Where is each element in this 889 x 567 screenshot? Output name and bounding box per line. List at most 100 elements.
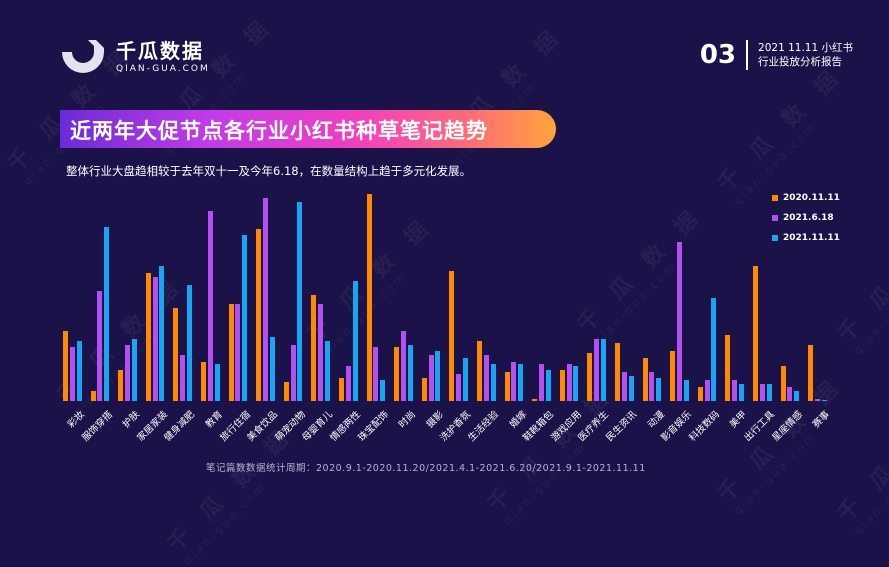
bar-2021-6-18 bbox=[787, 386, 793, 401]
x-axis-label: 时尚 bbox=[396, 409, 419, 431]
bar-2021-11-11 bbox=[352, 280, 358, 401]
bar-2021-11-11 bbox=[573, 365, 579, 401]
x-axis-label: 出行工具 bbox=[742, 409, 777, 444]
bar-2020-11-11 bbox=[366, 194, 372, 401]
bar-2020-11-11 bbox=[63, 330, 68, 401]
bar-2020-11-11 bbox=[90, 390, 96, 401]
bar-2021-11-11 bbox=[490, 363, 496, 401]
qiangua-logo-icon bbox=[62, 40, 104, 73]
legend-swatch-icon bbox=[772, 235, 778, 241]
bar-2021-11-11 bbox=[545, 369, 551, 401]
bar-2021-6-18 bbox=[125, 345, 130, 401]
bar-2021-11-11 bbox=[104, 227, 110, 401]
bar-2021-11-11 bbox=[214, 363, 220, 401]
bar-2021-6-18 bbox=[594, 338, 600, 401]
x-axis-label: 赛事 bbox=[810, 409, 833, 431]
bar-2021-6-18 bbox=[456, 374, 462, 401]
bar-2020-11-11 bbox=[173, 307, 179, 401]
header-divider bbox=[746, 40, 749, 70]
legend-label: 2021.6.18 bbox=[783, 213, 834, 223]
bar-2021-11-11 bbox=[628, 376, 634, 401]
bar-2020-11-11 bbox=[697, 386, 703, 401]
bar-2021-11-11 bbox=[766, 384, 772, 401]
bar-2021-6-18 bbox=[207, 210, 213, 401]
bar-2020-11-11 bbox=[201, 361, 206, 401]
bar-2021-11-11 bbox=[821, 399, 827, 401]
bar-2020-11-11 bbox=[283, 382, 289, 401]
bar-2021-6-18 bbox=[373, 347, 379, 401]
bar-2021-6-18 bbox=[235, 303, 241, 401]
data-period-footnote: 笔记篇数数据统计周期：2020.9.1-2020.11.20/2021.4.1-… bbox=[206, 463, 646, 474]
bar-2020-11-11 bbox=[449, 270, 455, 401]
bar-2020-11-11 bbox=[504, 372, 510, 401]
x-axis-label: 生活经验 bbox=[466, 409, 501, 444]
bar-2021-11-11 bbox=[463, 357, 468, 401]
bar-2020-11-11 bbox=[642, 357, 648, 401]
bar-2021-6-18 bbox=[97, 291, 103, 401]
bar-2020-11-11 bbox=[339, 378, 344, 401]
bar-2021-6-18 bbox=[152, 276, 158, 401]
bar-2021-6-18 bbox=[428, 355, 434, 401]
bar-2021-11-11 bbox=[518, 363, 524, 401]
bar-2020-11-11 bbox=[587, 353, 593, 401]
bar-2021-11-11 bbox=[187, 285, 192, 401]
bar-2021-6-18 bbox=[345, 365, 351, 401]
bar-2020-11-11 bbox=[145, 272, 151, 401]
bar-2021-11-11 bbox=[325, 340, 330, 401]
page-number: 03 bbox=[699, 40, 737, 70]
bar-2021-6-18 bbox=[180, 355, 186, 401]
legend-item-2021-6-18: 2021.6.18 bbox=[772, 208, 840, 228]
bar-2021-11-11 bbox=[656, 378, 662, 401]
bar-2021-6-18 bbox=[263, 198, 268, 401]
bar-2021-6-18 bbox=[815, 398, 820, 401]
legend-item-2020-11-11: 2020.11.11 bbox=[772, 188, 840, 208]
bar-2020-11-11 bbox=[725, 334, 731, 401]
bar-2021-6-18 bbox=[318, 303, 324, 401]
bar-2021-11-11 bbox=[601, 338, 606, 401]
bar-2020-11-11 bbox=[559, 369, 565, 401]
bar-2020-11-11 bbox=[256, 229, 262, 401]
chart-legend: 2020.11.11 2021.6.18 2021.11.11 bbox=[772, 188, 840, 248]
bar-2020-11-11 bbox=[477, 340, 482, 401]
bar-2021-11-11 bbox=[407, 345, 413, 401]
bar-2020-11-11 bbox=[228, 303, 234, 401]
legend-label: 2021.11.11 bbox=[783, 233, 840, 243]
legend-swatch-icon bbox=[772, 195, 778, 201]
bar-2021-11-11 bbox=[739, 384, 744, 401]
bar-2021-11-11 bbox=[683, 380, 689, 401]
page-title: 近两年大促节点各行业小红书种草笔记趋势 bbox=[70, 119, 488, 143]
bar-2021-6-18 bbox=[290, 345, 296, 401]
report-line-2: 行业投放分析报告 bbox=[758, 56, 843, 68]
bar-2020-11-11 bbox=[670, 351, 676, 401]
bar-2021-11-11 bbox=[711, 297, 717, 401]
bar-2021-11-11 bbox=[242, 235, 248, 401]
bar-chart: 彩妆 服饰穿搭 护肤 家居家装 健身减肥 教育 旅行住宿 美食饮品 萌宠动物 母婴育儿 情感两性 珠宝… bbox=[63, 194, 833, 444]
bar-2021-6-18 bbox=[732, 380, 738, 401]
legend-item-2021-11-11: 2021.11.11 bbox=[772, 228, 840, 248]
bar-2021-11-11 bbox=[297, 202, 303, 401]
bar-2020-11-11 bbox=[311, 295, 317, 401]
logo-name-en: QIAN-GUA.COM bbox=[116, 64, 210, 74]
bar-2020-11-11 bbox=[615, 343, 620, 401]
bar-2021-6-18 bbox=[649, 372, 655, 401]
bar-2021-6-18 bbox=[511, 361, 517, 401]
bar-2020-11-11 bbox=[532, 398, 538, 401]
brand-logo: 千瓜数据 QIAN-GUA.COM bbox=[60, 40, 210, 74]
bar-2021-11-11 bbox=[159, 266, 165, 401]
bar-2020-11-11 bbox=[780, 365, 786, 401]
bar-2020-11-11 bbox=[808, 345, 814, 401]
bar-2021-11-11 bbox=[269, 336, 275, 401]
bar-2021-6-18 bbox=[677, 241, 682, 401]
bar-2021-6-18 bbox=[401, 330, 406, 401]
bar-2021-6-18 bbox=[483, 355, 489, 401]
bar-2021-11-11 bbox=[76, 340, 82, 401]
bar-2021-6-18 bbox=[566, 363, 572, 401]
bar-2021-6-18 bbox=[704, 380, 710, 401]
bar-2020-11-11 bbox=[753, 266, 758, 401]
page-subtitle: 整体行业大盘趋相较于去年双十一及今年6.18，在数量结构上趋于多元化发展。 bbox=[66, 164, 472, 178]
report-line-1: 2021 11.11 小红书 bbox=[758, 42, 853, 54]
bar-2020-11-11 bbox=[118, 369, 124, 401]
legend-swatch-icon bbox=[772, 215, 778, 221]
bar-2021-6-18 bbox=[539, 363, 544, 401]
x-axis-label: 情感两性 bbox=[328, 409, 363, 444]
